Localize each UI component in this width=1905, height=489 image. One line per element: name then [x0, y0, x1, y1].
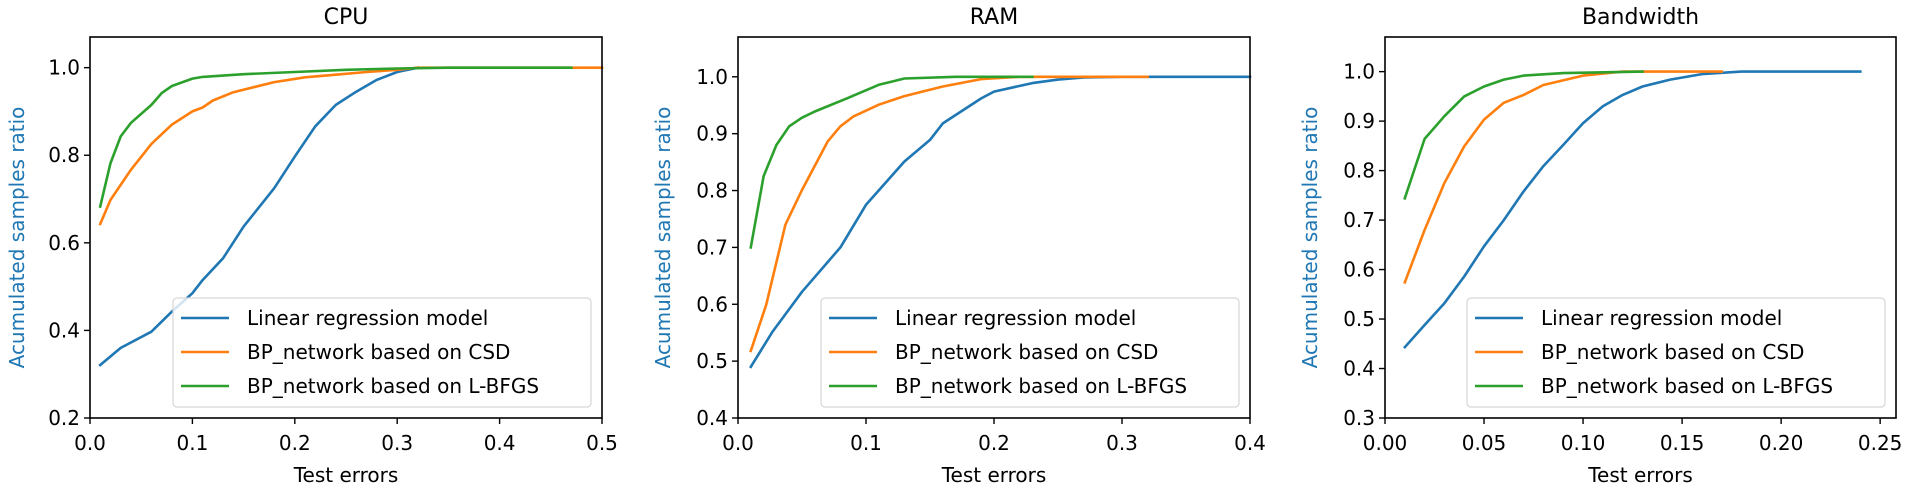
y-tick-label: 0.8 [48, 143, 80, 167]
x-tick-label: 0.4 [1234, 431, 1266, 455]
x-tick-label: 0.20 [1759, 431, 1804, 455]
series-line-2 [1403, 70, 1723, 285]
legend-label: BP_network based on L-BFGS [895, 374, 1187, 398]
series-line-3 [1403, 70, 1644, 200]
y-tick-label: 0.6 [696, 292, 728, 316]
series-line-1 [98, 66, 420, 367]
x-tick-label: 0.00 [1363, 431, 1408, 455]
subplot-title: RAM [970, 5, 1018, 30]
x-axis-label: Test errors [293, 463, 399, 487]
legend-box [820, 297, 1240, 408]
y-tick-label: 0.7 [1343, 208, 1375, 232]
legend-label: BP_network based on CSD [1541, 340, 1804, 364]
x-tick-label: 0.2 [978, 431, 1010, 455]
x-tick-label: 0.15 [1660, 431, 1705, 455]
y-axis-label: Acumulated samples ratio [1298, 107, 1322, 369]
y-tick-label: 0.8 [696, 179, 728, 203]
y-tick-label: 0.6 [1343, 258, 1375, 282]
y-tick-label: 0.6 [48, 231, 80, 255]
x-axis-label: Test errors [941, 463, 1047, 487]
legend-label: BP_network based on CSD [247, 340, 510, 364]
y-tick-label: 0.9 [696, 122, 728, 146]
legend-label: BP_network based on L-BFGS [1541, 374, 1833, 398]
subplot-title: CPU [324, 5, 369, 30]
legend-label: Linear regression model [247, 306, 488, 330]
subplot-ram: 0.0 0.1 0.2 0.3 0.4 0.4 0.5 0.6 0.7 0.8 0.9 1.0 RAM T… [651, 5, 1266, 487]
y-tick-label: 0.9 [1343, 109, 1375, 133]
y-axis-label: Acumulated samples ratio [5, 107, 29, 369]
y-tick-label: 0.4 [696, 406, 728, 430]
legend-label: BP_network based on L-BFGS [247, 374, 539, 398]
y-tick-label: 1.0 [1343, 60, 1375, 84]
legend: Linear regression model BP_network based … [1466, 297, 1886, 408]
legend-box [1466, 297, 1886, 408]
series-line-3 [749, 75, 1034, 249]
x-tick-label: 0.1 [850, 431, 882, 455]
series-line-1 [1402, 70, 1862, 350]
series-line-3 [98, 66, 573, 209]
x-tick-label: 0.4 [484, 431, 516, 455]
y-tick-label: 0.4 [48, 318, 80, 342]
x-tick-label: 0.0 [74, 431, 106, 455]
y-tick-label: 0.8 [1343, 159, 1375, 183]
x-tick-label: 0.05 [1462, 431, 1507, 455]
y-tick-label: 1.0 [48, 56, 80, 80]
legend-label: Linear regression model [1541, 306, 1782, 330]
x-tick-label: 0.25 [1858, 431, 1903, 455]
x-tick-label: 0.2 [279, 431, 311, 455]
y-tick-label: 0.5 [1343, 307, 1375, 331]
legend: Linear regression model BP_network based … [172, 297, 592, 408]
legend-label: Linear regression model [895, 306, 1136, 330]
x-tick-label: 0.3 [381, 431, 413, 455]
x-axis-label: Test errors [1587, 463, 1693, 487]
y-tick-label: 0.7 [696, 235, 728, 259]
x-tick-label: 0.0 [722, 431, 754, 455]
y-tick-label: 0.3 [1343, 406, 1375, 430]
subplot-title: Bandwidth [1582, 5, 1699, 30]
subplot-bandwidth: 0.00 0.05 0.10 0.15 0.20 0.25 0.3 0.4 0.5 0.6 0.7 0… [1298, 5, 1902, 487]
x-tick-label: 0.3 [1106, 431, 1138, 455]
axes-frame [1384, 36, 1897, 419]
y-tick-label: 0.5 [696, 349, 728, 373]
legend-box [172, 297, 592, 408]
legend-label: BP_network based on CSD [895, 340, 1158, 364]
y-tick-label: 0.2 [48, 406, 80, 430]
y-tick-label: 1.0 [696, 65, 728, 89]
x-tick-label: 0.1 [176, 431, 208, 455]
series-line-2 [98, 66, 604, 226]
x-tick-label: 0.5 [586, 431, 618, 455]
x-tick-label: 0.10 [1561, 431, 1606, 455]
axes-frame [89, 36, 603, 419]
legend: Linear regression model BP_network based … [820, 297, 1240, 408]
subplot-cpu: 0.0 0.1 0.2 0.3 0.4 0.5 0.2 0.4 0.6 0.8 1.0 CPU Test… [5, 5, 618, 487]
y-tick-label: 0.4 [1343, 357, 1375, 381]
y-axis-label: Acumulated samples ratio [651, 107, 675, 369]
